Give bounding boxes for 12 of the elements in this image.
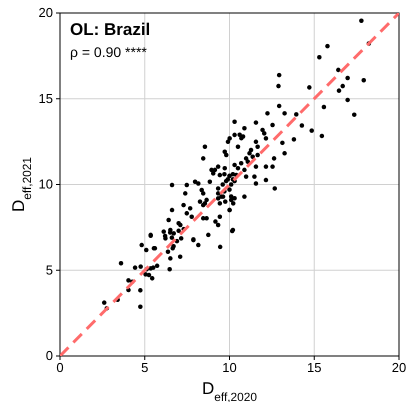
x-tick-label: 5 (141, 360, 148, 376)
y-tick-label: 15 (38, 90, 53, 106)
chart-title: OL: Brazil (70, 20, 150, 39)
y-tick-label: 20 (38, 5, 53, 20)
y-tick-label: 5 (46, 262, 53, 278)
y-tick-label: 10 (38, 176, 53, 192)
x-tick-label: 0 (56, 360, 64, 376)
x-tick-label: 20 (392, 360, 406, 376)
annotation: ρ = 0.90 **** (70, 44, 148, 60)
x-tick-label: 15 (307, 360, 322, 376)
y-tick-label: 0 (46, 348, 53, 364)
x-tick-label: 10 (222, 360, 237, 376)
